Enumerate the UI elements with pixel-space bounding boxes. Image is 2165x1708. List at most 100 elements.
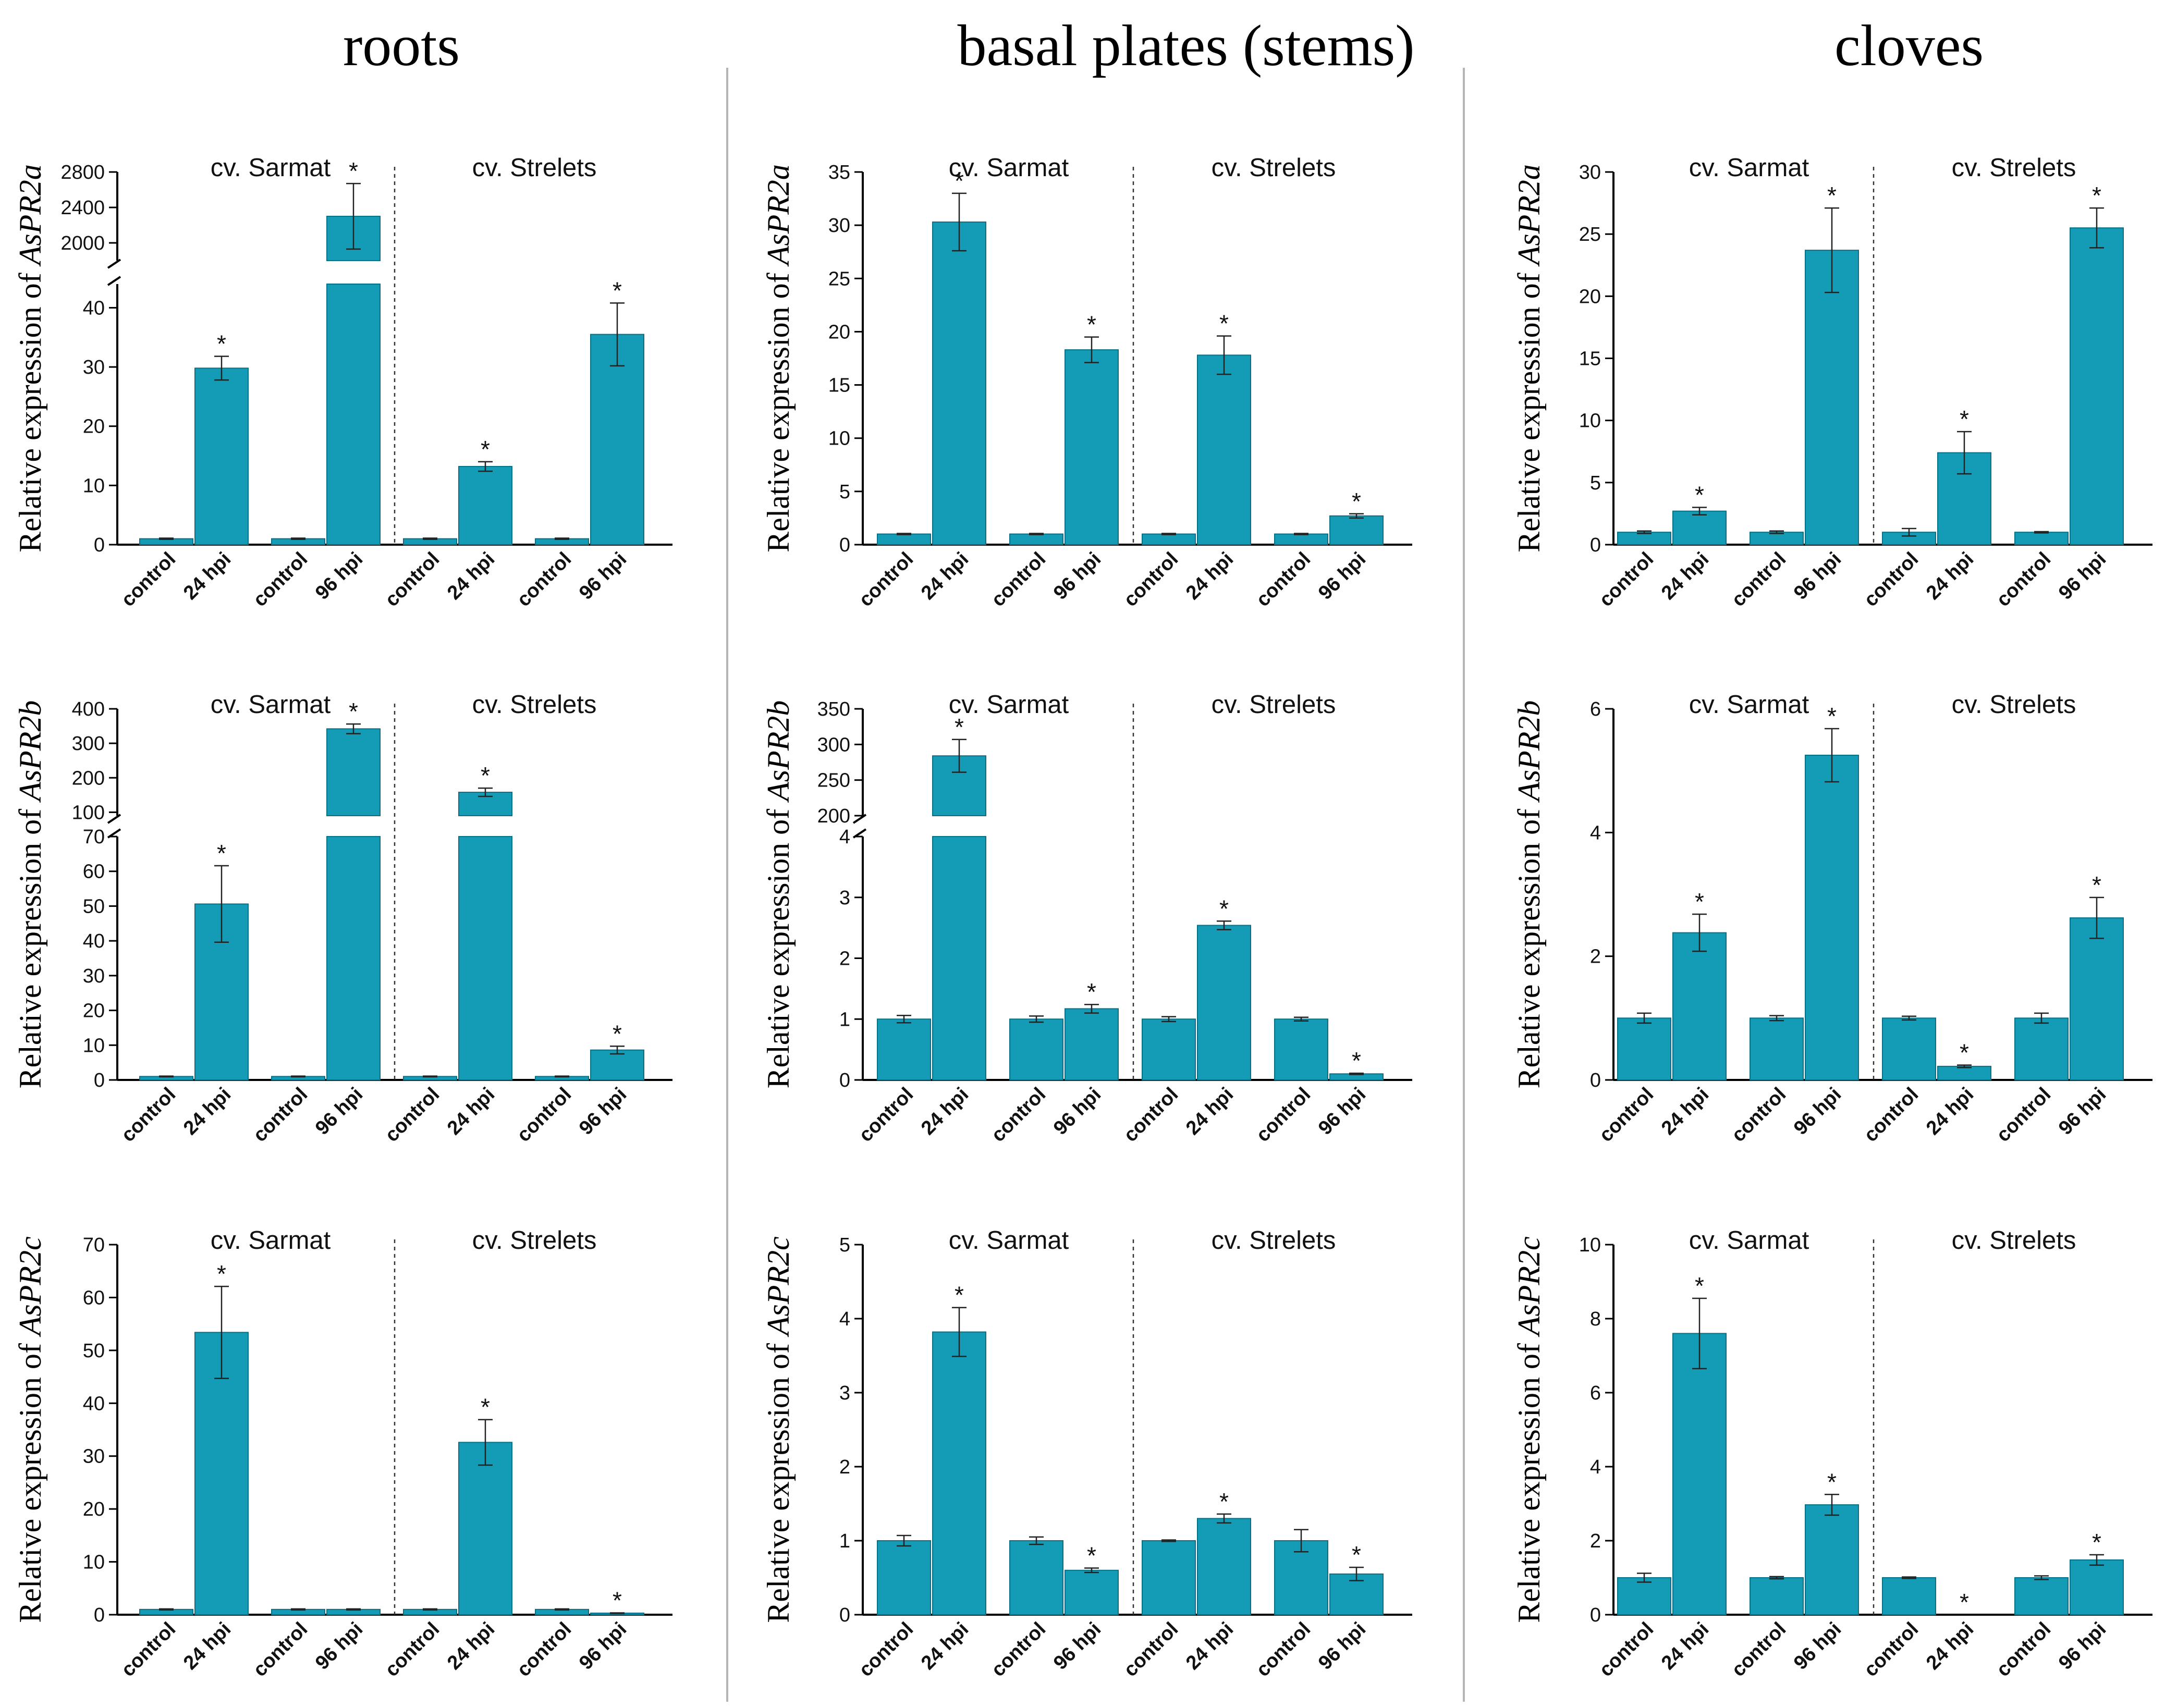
bar — [1065, 1008, 1119, 1080]
y-tick-label: 8 — [1590, 1308, 1601, 1330]
bar — [1750, 1577, 1804, 1615]
y-axis-label: Relative expression of AsPR2a — [761, 164, 796, 552]
cultivar-label-sarmat: cv. Sarmat — [1689, 691, 1809, 719]
cultivar-label-sarmat: cv. Sarmat — [211, 154, 331, 182]
bar — [194, 903, 249, 1080]
chart-panel-roots-AsPR2a: 0 10 20 30 40 2000 2400 2800 Relative expression… — [13, 154, 672, 611]
bar — [1197, 354, 1251, 545]
x-category-label: 96 hpi — [1314, 1084, 1370, 1139]
y-axis-label-gene: AsPR2c — [761, 1236, 796, 1337]
y-tick-label: 30 — [1579, 162, 1601, 183]
chart-panel-cloves-AsPR2b: 0 2 4 6 Relative expression of AsPR2b cv. Sar… — [1512, 691, 2152, 1146]
bar — [1274, 1540, 1328, 1615]
significance-star: * — [613, 277, 622, 304]
x-category-label: control — [1860, 1084, 1923, 1147]
significance-star: * — [1087, 311, 1096, 338]
y-tick-label: 15 — [828, 375, 850, 397]
y-axis-label: Relative expression of AsPR2a — [1512, 164, 1546, 552]
x-category-label: 24 hpi — [443, 1084, 499, 1139]
cultivar-label-strelets: cv. Strelets — [472, 691, 597, 719]
bar — [2014, 532, 2069, 546]
x-category-label: 96 hpi — [2054, 1618, 2110, 1674]
significance-star: * — [217, 330, 226, 358]
y-axis-label-gene: AsPR2c — [1512, 1236, 1546, 1337]
x-category-label: control — [117, 1618, 180, 1681]
x-category-label: control — [117, 548, 180, 611]
x-category-label: control — [249, 548, 312, 611]
column-title-basal-plates: basal plates (stems) — [957, 14, 1414, 78]
bar — [1329, 515, 1384, 545]
x-category-label: 96 hpi — [1790, 1084, 1845, 1139]
y-tick-label: 200 — [72, 767, 105, 789]
chart-panel-cloves-AsPR2c: 0 2 4 6 8 10 Relative expression of AsPR2c cv. … — [1512, 1226, 2152, 1681]
axis-break-mark — [107, 259, 121, 269]
bar — [458, 466, 512, 545]
significance-star: * — [1827, 703, 1837, 730]
y-tick-label: 0 — [94, 1070, 105, 1091]
bar-upper-segment — [326, 728, 381, 817]
y-tick-label: 25 — [1579, 224, 1601, 245]
cultivar-label-strelets: cv. Strelets — [1952, 154, 2076, 182]
chart-panel-basal-AsPR2a: 0 5 10 15 20 25 30 35 Relative expression of AsP… — [761, 154, 1412, 611]
bar — [877, 1540, 931, 1615]
y-tick-label: 200 — [817, 805, 850, 827]
bar — [2014, 1577, 2069, 1615]
y-tick-label: 1 — [839, 1009, 850, 1030]
cultivar-label-sarmat: cv. Sarmat — [949, 154, 1069, 182]
y-tick-label: 20 — [83, 416, 105, 438]
bar — [1065, 349, 1119, 546]
y-tick-label: 25 — [828, 268, 850, 290]
significance-star: * — [613, 1020, 622, 1047]
y-axis-label-gene: AsPR2a — [761, 164, 796, 267]
y-tick-label: 0 — [839, 1604, 850, 1626]
y-axis-label-prefix: Relative expression of — [761, 1335, 796, 1623]
significance-star: * — [1827, 1468, 1837, 1495]
y-tick-label: 1 — [839, 1530, 850, 1552]
significance-star: * — [481, 1394, 490, 1421]
y-axis-label-prefix: Relative expression of — [13, 265, 47, 552]
significance-star: * — [217, 1260, 226, 1287]
y-axis-label: Relative expression of AsPR2b — [13, 701, 47, 1089]
x-category-label: 96 hpi — [311, 1618, 367, 1674]
significance-star: * — [1960, 1039, 1969, 1066]
y-tick-label: 10 — [1579, 410, 1601, 432]
y-tick-label: 0 — [1590, 534, 1601, 556]
y-tick-label: 300 — [817, 734, 850, 756]
significance-star: * — [1695, 482, 1704, 509]
x-category-label: 24 hpi — [1657, 1084, 1713, 1139]
x-category-label: control — [513, 1084, 576, 1147]
y-tick-label: 2800 — [60, 162, 105, 183]
x-category-label: control — [1120, 548, 1183, 611]
x-category-label: control — [1595, 1084, 1658, 1147]
y-tick-label: 70 — [83, 1234, 105, 1256]
bar — [194, 367, 249, 545]
significance-star: * — [955, 167, 964, 194]
x-category-label: 96 hpi — [575, 548, 631, 604]
x-category-label: control — [1595, 548, 1658, 611]
cultivar-label-strelets: cv. Strelets — [1212, 154, 1336, 182]
y-tick-label: 4 — [839, 1308, 850, 1330]
bar — [1805, 250, 1859, 545]
x-category-label: control — [1595, 1618, 1658, 1681]
x-category-label: 24 hpi — [443, 1618, 499, 1674]
axis-break-mark — [107, 276, 121, 286]
cultivar-label-sarmat: cv. Sarmat — [1689, 1226, 1809, 1255]
significance-star: * — [1960, 1589, 1969, 1616]
x-category-label: control — [987, 1618, 1050, 1681]
y-axis-label: Relative expression of AsPR2a — [13, 164, 47, 552]
x-category-label: control — [249, 1084, 312, 1147]
y-tick-label: 4 — [1590, 1456, 1601, 1478]
y-tick-label: 30 — [83, 965, 105, 987]
y-tick-label: 30 — [83, 357, 105, 378]
bar — [458, 1442, 512, 1615]
y-axis-label-gene: AsPR2c — [13, 1236, 47, 1337]
bar — [1617, 1577, 1671, 1615]
y-tick-label: 3 — [839, 1382, 850, 1404]
bar — [1672, 510, 1727, 546]
significance-star: * — [1087, 978, 1096, 1005]
x-category-label: 24 hpi — [1182, 1084, 1238, 1139]
bar — [1805, 1504, 1859, 1615]
significance-star: * — [2092, 1529, 2101, 1556]
bar — [2070, 227, 2124, 545]
y-tick-label: 2 — [1590, 946, 1601, 968]
